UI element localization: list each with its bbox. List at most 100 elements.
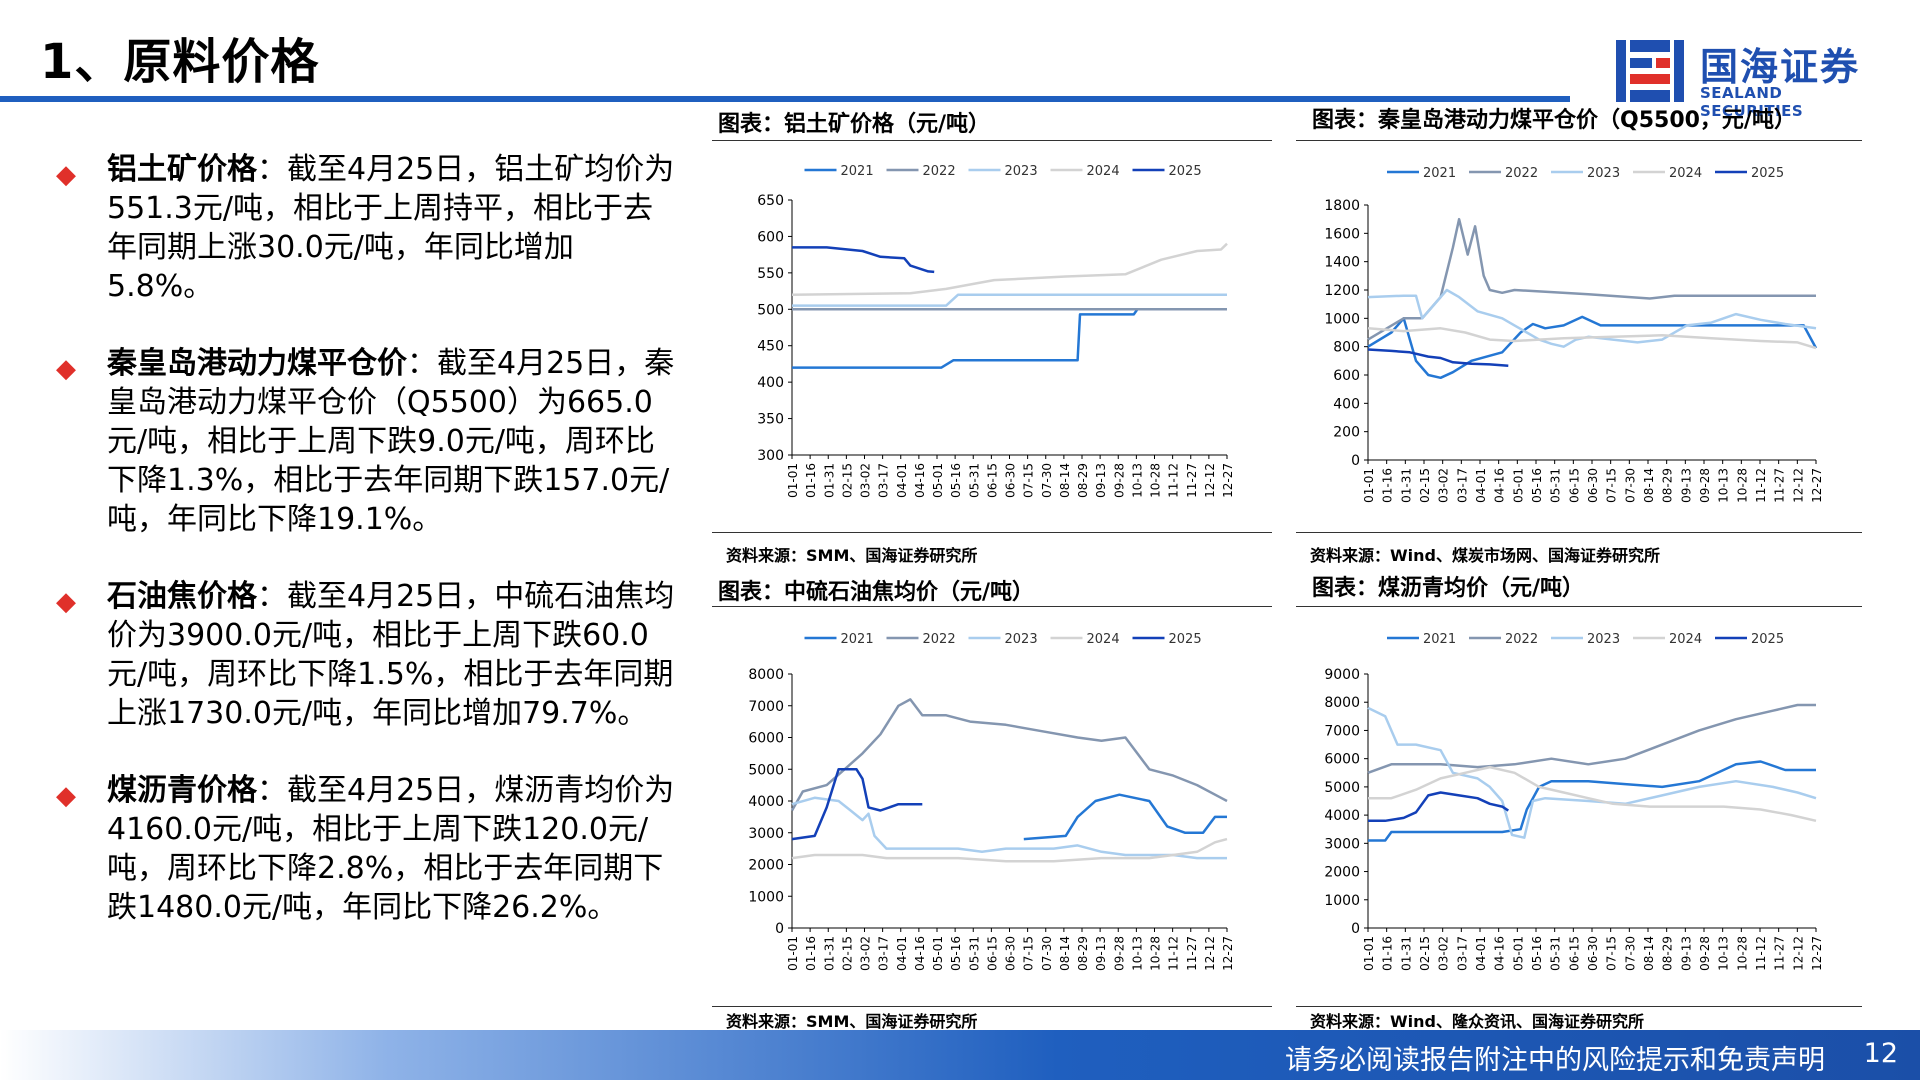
y-tick-label: 5000 bbox=[1324, 780, 1360, 796]
x-tick-label: 12-27 bbox=[1810, 936, 1824, 971]
series-line-2024 bbox=[1368, 765, 1817, 823]
x-tick-label: 09-13 bbox=[1094, 463, 1108, 498]
legend-label-2023: 2023 bbox=[1587, 166, 1620, 181]
x-tick-label: 12-12 bbox=[1203, 936, 1217, 971]
series-line-2024 bbox=[1367, 327, 1817, 350]
diamond-bullet-icon: ◆ bbox=[56, 781, 76, 811]
x-tick-label: 09-13 bbox=[1679, 468, 1693, 503]
chart-title-coal: 图表：秦皇岛港动力煤平仓价（Q5500，元/吨） bbox=[1312, 108, 1796, 133]
chart-source-petcoke: 资料来源：SMM、国海证券研究所 bbox=[726, 1012, 978, 1031]
y-tick-label: 500 bbox=[757, 302, 784, 318]
y-tick-label: 400 bbox=[1333, 396, 1360, 412]
bullet-body: ：截至4月25日，铝土矿均价为551.3元/吨，相比于上周持平，相比于去年同期上… bbox=[107, 152, 675, 304]
x-tick-label: 01-16 bbox=[1381, 936, 1395, 971]
chart-rule bbox=[712, 140, 1272, 141]
disclaimer-text[interactable]: 请务必阅读报告附注中的风险提示和免责声明 bbox=[1285, 1045, 1825, 1076]
x-tick-label: 09-28 bbox=[1112, 936, 1126, 971]
x-tick-label: 06-30 bbox=[1586, 468, 1600, 503]
chart-petcoke: 0 1000 2000 3000 4000 5000 6000 7000 8000 01-01 01… bbox=[748, 632, 1235, 971]
x-tick-label: 12-12 bbox=[1791, 936, 1805, 971]
diamond-bullet-icon: ◆ bbox=[56, 160, 76, 190]
x-tick-label: 02-15 bbox=[840, 463, 854, 498]
y-tick-label: 550 bbox=[757, 266, 784, 282]
series-line-2023 bbox=[1367, 706, 1817, 839]
x-tick-label: 02-15 bbox=[1418, 936, 1432, 971]
legend-label-2021: 2021 bbox=[1423, 632, 1456, 647]
x-tick-label: 08-29 bbox=[1076, 463, 1090, 498]
y-tick-label: 6000 bbox=[1324, 752, 1360, 768]
chart-coal: 0 200 400 600 800 1000 1200 1400 1600 1800 01-01 01… bbox=[1324, 166, 1824, 503]
chart-source-pitch: 资料来源：Wind、隆众资讯、国海证券研究所 bbox=[1310, 1012, 1644, 1031]
x-tick-label: 04-16 bbox=[913, 463, 927, 498]
x-tick-label: 07-15 bbox=[1605, 468, 1619, 503]
y-tick-label: 1600 bbox=[1324, 226, 1360, 242]
chart-title-bauxite: 图表：铝土矿价格（元/吨） bbox=[718, 112, 991, 137]
chart-title-pitch: 图表：煤沥青均价（元/吨） bbox=[1312, 576, 1585, 601]
x-tick-label: 10-13 bbox=[1717, 468, 1731, 503]
y-tick-label: 0 bbox=[1351, 921, 1360, 937]
x-tick-label: 01-16 bbox=[804, 463, 818, 498]
chart-rule bbox=[1296, 140, 1862, 141]
diamond-bullet-icon: ◆ bbox=[56, 354, 76, 384]
legend-label-2022: 2022 bbox=[923, 164, 956, 179]
bullet-heading: 铝土矿价格 bbox=[107, 152, 257, 187]
footer-bar: 请务必阅读报告附注中的风险提示和免责声明 12 bbox=[0, 1030, 1920, 1080]
x-tick-label: 12-12 bbox=[1791, 468, 1805, 503]
legend-label-2024: 2024 bbox=[1669, 632, 1702, 647]
x-tick-label: 10-13 bbox=[1130, 936, 1144, 971]
x-tick-label: 05-16 bbox=[1530, 468, 1544, 503]
x-tick-label: 01-01 bbox=[1362, 936, 1376, 971]
x-tick-label: 05-31 bbox=[967, 463, 981, 498]
sealand-logo-icon bbox=[1616, 40, 1684, 102]
x-tick-label: 05-31 bbox=[967, 936, 981, 971]
y-tick-label: 4000 bbox=[1324, 808, 1360, 824]
series-line-2023 bbox=[1367, 288, 1817, 348]
x-tick-label: 05-31 bbox=[1549, 468, 1563, 503]
y-tick-label: 4000 bbox=[748, 794, 784, 810]
x-tick-label: 03-02 bbox=[1437, 936, 1451, 971]
x-tick-label: 11-12 bbox=[1167, 936, 1181, 971]
y-tick-label: 7000 bbox=[748, 699, 784, 715]
chart-title-petcoke: 图表：中硫石油焦均价（元/吨） bbox=[718, 580, 1035, 605]
chart-rule bbox=[1296, 1006, 1862, 1007]
title-underline bbox=[0, 96, 1570, 102]
bullet-heading: 石油焦价格 bbox=[107, 579, 257, 614]
x-tick-label: 04-01 bbox=[1474, 936, 1488, 971]
x-tick-label: 01-31 bbox=[1399, 468, 1413, 503]
x-tick-label: 03-02 bbox=[859, 463, 873, 498]
x-tick-label: 08-29 bbox=[1076, 936, 1090, 971]
x-tick-label: 12-27 bbox=[1810, 468, 1824, 503]
x-tick-label: 10-28 bbox=[1735, 936, 1749, 971]
y-tick-label: 0 bbox=[1351, 453, 1360, 469]
x-tick-label: 03-17 bbox=[877, 463, 891, 498]
legend-label-2021: 2021 bbox=[841, 164, 874, 179]
x-tick-label: 05-01 bbox=[1511, 936, 1525, 971]
bullet-body: ：截至4月25日，秦皇岛港动力煤平仓价（Q5500）为665.0元/吨，相比于上… bbox=[107, 346, 675, 537]
legend-label-2021: 2021 bbox=[841, 632, 874, 647]
y-tick-label: 3000 bbox=[1324, 836, 1360, 852]
y-tick-label: 2000 bbox=[748, 858, 784, 874]
legend-label-2023: 2023 bbox=[1005, 632, 1038, 647]
x-tick-label: 09-13 bbox=[1679, 936, 1693, 971]
chart-source-bauxite: 资料来源：SMM、国海证券研究所 bbox=[726, 546, 978, 565]
legend-label-2024: 2024 bbox=[1087, 632, 1120, 647]
x-tick-label: 01-31 bbox=[1399, 936, 1413, 971]
x-tick-label: 02-15 bbox=[1418, 468, 1432, 503]
x-tick-label: 10-28 bbox=[1149, 936, 1163, 971]
y-tick-label: 600 bbox=[1333, 368, 1360, 384]
x-tick-label: 11-27 bbox=[1773, 468, 1787, 503]
x-tick-label: 05-31 bbox=[1549, 936, 1563, 971]
x-tick-label: 05-01 bbox=[1511, 468, 1525, 503]
x-tick-label: 05-01 bbox=[931, 936, 945, 971]
legend-label-2025: 2025 bbox=[1751, 166, 1784, 181]
x-tick-label: 09-28 bbox=[1698, 936, 1712, 971]
x-tick-label: 06-30 bbox=[1004, 936, 1018, 971]
diamond-bullet-icon: ◆ bbox=[56, 587, 76, 617]
legend-label-2021: 2021 bbox=[1423, 166, 1456, 181]
x-tick-label: 01-16 bbox=[804, 936, 818, 971]
x-tick-label: 10-13 bbox=[1717, 936, 1731, 971]
y-tick-label: 300 bbox=[757, 448, 784, 464]
x-tick-label: 03-02 bbox=[859, 936, 873, 971]
x-tick-label: 08-29 bbox=[1661, 468, 1675, 503]
x-tick-label: 07-30 bbox=[1623, 936, 1637, 971]
